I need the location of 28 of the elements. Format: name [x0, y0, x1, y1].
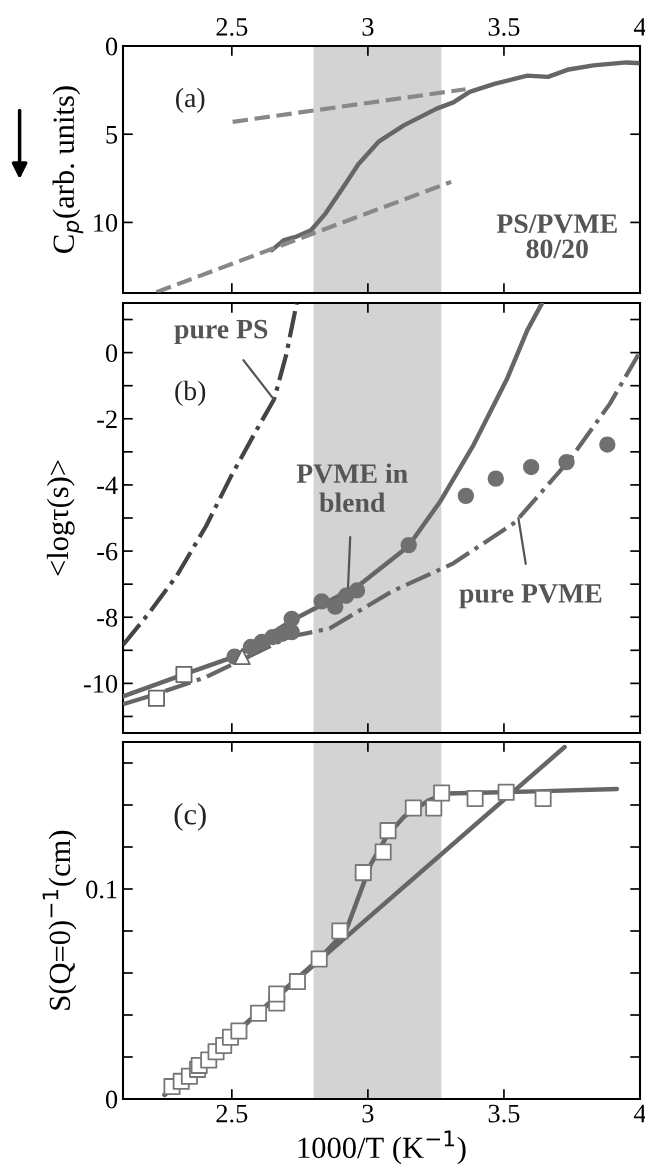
- annotation: PVME in blend: [296, 463, 408, 513]
- y-tick-label: -6: [97, 542, 118, 561]
- y-tick-label: -2: [97, 410, 117, 428]
- x-tick-label: 2.5: [216, 1104, 248, 1123]
- y-tick-label: -8: [97, 608, 118, 627]
- annotation: PS/PVME 80/20: [496, 214, 617, 259]
- x2-tick-label: 3.5: [488, 18, 520, 36]
- x-tick-label: 3: [362, 1104, 374, 1123]
- y-axis-title: <logτ(s)>: [46, 460, 75, 576]
- x2-tick-label: 2.5: [216, 18, 248, 36]
- y-tick-label: 10: [94, 214, 118, 232]
- y-tick-label: 0: [105, 1090, 118, 1109]
- y-tick-label: 0.1: [86, 880, 117, 899]
- y-tick-label: -4: [97, 476, 118, 495]
- x2-tick-label: 3: [362, 18, 374, 36]
- annotation: (a): [176, 87, 205, 113]
- annotation: (c): [174, 803, 206, 831]
- x-tick-label: 3.5: [488, 1104, 520, 1123]
- y-tick-label: 0: [105, 344, 118, 363]
- y-axis-title: S(Q=0)$^{−1}$(cm): [42, 830, 77, 1010]
- annotation: (b): [175, 380, 206, 406]
- y-tick-label: 0: [105, 37, 118, 56]
- y-tick-label: -10: [83, 674, 118, 693]
- annotation: pure PVME: [459, 584, 602, 609]
- x-axis-title: 1000/T (K$^{−1}$): [298, 1130, 466, 1165]
- y-axis-title: C$_{p}$(arb. units): [52, 86, 84, 253]
- y-tick-label: 5: [106, 126, 118, 144]
- annotation: pure PS: [174, 319, 268, 345]
